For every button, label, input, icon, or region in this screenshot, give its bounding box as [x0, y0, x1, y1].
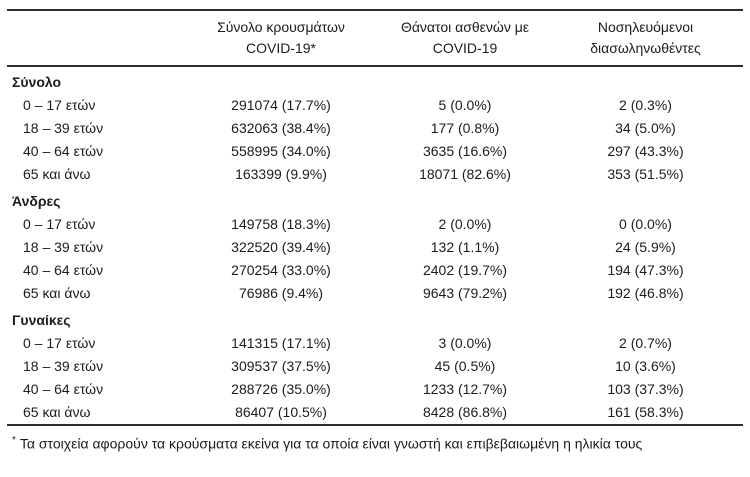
deaths-cell: 45 (0.5%) [434, 358, 496, 374]
table-row: 0 – 17 ετών 291074 (17.7%) 5 (0.0%) 2 (0… [7, 94, 743, 117]
deaths-cell: 3 (0.0%) [438, 335, 492, 351]
footnote-asterisk: * [12, 435, 16, 446]
age-label: 18 – 39 ετών [23, 120, 104, 136]
intubated-cell: 10 (3.6%) [615, 358, 676, 374]
covid-age-sex-table: Σύνολο κρουσμάτων COVID-19* Θάνατοι ασθε… [7, 9, 743, 426]
header-deaths-line2: COVID-19 [432, 40, 498, 56]
header-empty-cell [7, 10, 180, 67]
header-total-cases-line1: Σύνολο κρουσμάτων [217, 19, 345, 35]
age-label: 65 και άνω [23, 166, 91, 182]
table-row: 18 – 39 ετών 632063 (38.4%) 177 (0.8%) 3… [7, 117, 743, 140]
intubated-cell: 103 (37.3%) [607, 381, 684, 397]
deaths-cell: 8428 (86.8%) [422, 404, 508, 420]
group-header-total: Σύνολο [7, 66, 743, 94]
table-row: 18 – 39 ετών 322520 (39.4%) 132 (1.1%) 2… [7, 236, 743, 259]
age-label: 18 – 39 ετών [23, 239, 104, 255]
table-row: 65 και άνω 86407 (10.5%) 8428 (86.8%) 16… [7, 401, 743, 425]
deaths-cell: 2 (0.0%) [438, 216, 492, 232]
cases-cell: 163399 (9.9%) [235, 166, 327, 182]
cases-cell: 558995 (34.0%) [231, 143, 331, 159]
cases-cell: 86407 (10.5%) [235, 404, 327, 420]
table-row: 65 και άνω 163399 (9.9%) 18071 (82.6%) 3… [7, 163, 743, 186]
age-label: 40 – 64 ετών [23, 143, 104, 159]
group-label: Άνδρες [12, 193, 61, 209]
age-label: 18 – 39 ετών [23, 358, 104, 374]
cases-cell: 76986 (9.4%) [238, 285, 324, 301]
intubated-cell: 297 (43.3%) [607, 143, 684, 159]
table-row: 65 και άνω 76986 (9.4%) 9643 (79.2%) 192… [7, 282, 743, 305]
intubated-cell: 194 (47.3%) [607, 262, 684, 278]
intubated-cell: 161 (58.3%) [607, 404, 684, 420]
group-header-women: Γυναίκες [7, 305, 743, 332]
age-label: 40 – 64 ετών [23, 381, 104, 397]
header-total-cases: Σύνολο κρουσμάτων COVID-19* [180, 10, 382, 67]
table-row: 0 – 17 ετών 149758 (18.3%) 2 (0.0%) 0 (0… [7, 213, 743, 236]
header-deaths-line1: Θάνατοι ασθενών με [400, 19, 530, 35]
header-total-cases-line2: COVID-19* [245, 40, 317, 56]
header-deaths: Θάνατοι ασθενών με COVID-19 [382, 10, 548, 67]
intubated-cell: 353 (51.5%) [607, 166, 684, 182]
footnote-text: Τα στοιχεία αφορούν τα κρούσματα εκείνα … [19, 435, 643, 452]
age-label: 65 και άνω [23, 404, 91, 420]
age-label: 0 – 17 ετών [23, 216, 96, 232]
table-row: 40 – 64 ετών 288726 (35.0%) 1233 (12.7%)… [7, 378, 743, 401]
header-intubated: Νοσηλευόμενοι διασωληνωθέντες [548, 10, 743, 67]
deaths-cell: 9643 (79.2%) [422, 285, 508, 301]
intubated-cell: 192 (46.8%) [607, 285, 684, 301]
deaths-cell: 177 (0.8%) [430, 120, 500, 136]
header-row: Σύνολο κρουσμάτων COVID-19* Θάνατοι ασθε… [7, 10, 743, 67]
cases-cell: 270254 (33.0%) [231, 262, 331, 278]
table-row: 40 – 64 ετών 270254 (33.0%) 2402 (19.7%)… [7, 259, 743, 282]
cases-cell: 149758 (18.3%) [231, 216, 331, 232]
deaths-cell: 3635 (16.6%) [422, 143, 508, 159]
header-intubated-line2: διασωληνωθέντες [590, 40, 701, 56]
cases-cell: 632063 (38.4%) [231, 120, 331, 136]
cases-cell: 291074 (17.7%) [231, 97, 331, 113]
intubated-cell: 0 (0.0%) [619, 216, 672, 232]
age-label: 0 – 17 ετών [23, 97, 96, 113]
group-label: Σύνολο [12, 74, 62, 90]
intubated-cell: 2 (0.7%) [619, 335, 672, 351]
cases-cell: 288726 (35.0%) [231, 381, 331, 397]
cases-cell: 141315 (17.1%) [231, 335, 331, 351]
cases-cell: 309537 (37.5%) [231, 358, 331, 374]
age-label: 40 – 64 ετών [23, 262, 104, 278]
header-intubated-line1: Νοσηλευόμενοι [597, 19, 694, 35]
table-row: 18 – 39 ετών 309537 (37.5%) 45 (0.5%) 10… [7, 355, 743, 378]
deaths-cell: 2402 (19.7%) [422, 262, 508, 278]
deaths-cell: 18071 (82.6%) [419, 166, 511, 182]
table-row: 40 – 64 ετών 558995 (34.0%) 3635 (16.6%)… [7, 140, 743, 163]
intubated-cell: 2 (0.3%) [619, 97, 672, 113]
deaths-cell: 1233 (12.7%) [422, 381, 508, 397]
age-label: 65 και άνω [23, 285, 91, 301]
cases-cell: 322520 (39.4%) [231, 239, 331, 255]
age-label: 0 – 17 ετών [23, 335, 96, 351]
intubated-cell: 34 (5.0%) [615, 120, 676, 136]
table-row: 0 – 17 ετών 141315 (17.1%) 3 (0.0%) 2 (0… [7, 332, 743, 355]
intubated-cell: 24 (5.9%) [615, 239, 676, 255]
deaths-cell: 132 (1.1%) [430, 239, 500, 255]
group-label: Γυναίκες [12, 312, 71, 328]
deaths-cell: 5 (0.0%) [438, 97, 492, 113]
covid-age-table-container: Σύνολο κρουσμάτων COVID-19* Θάνατοι ασθε… [7, 9, 743, 426]
group-header-men: Άνδρες [7, 186, 743, 213]
footnote: * Τα στοιχεία αφορούν τα κρούσματα εκείνα… [12, 432, 743, 453]
